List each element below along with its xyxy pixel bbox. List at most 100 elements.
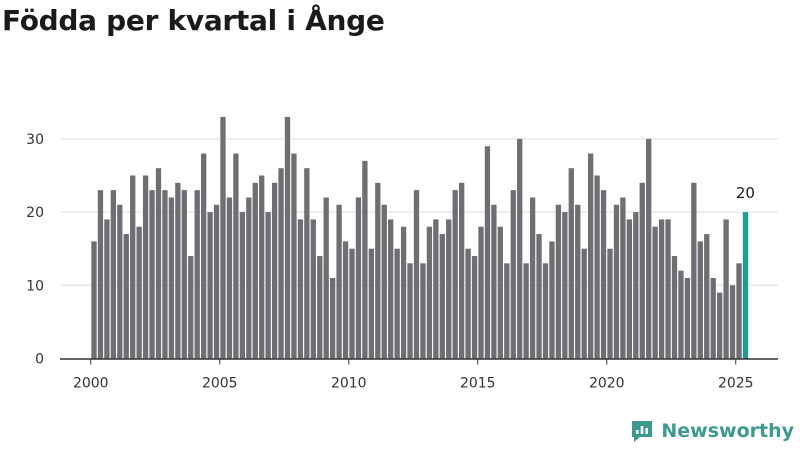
bar [433,219,439,359]
bar [246,197,252,359]
bar [220,116,226,359]
bar [239,212,245,359]
bar [729,285,736,359]
bar [323,197,329,359]
bar [375,182,381,359]
y-tick-label: 20 [26,205,44,221]
bar [491,204,497,359]
bar [575,204,581,359]
bar [291,153,297,359]
bar [407,263,413,359]
bar [271,182,278,359]
bar [188,256,194,359]
bar [478,226,484,359]
x-tick-label: 2025 [718,376,754,392]
bar [278,168,284,359]
brand-name: Newsworthy [661,420,794,442]
bar [594,175,600,359]
bar [426,226,433,359]
y-tick-label: 0 [35,352,44,368]
bar [342,241,349,359]
bar [155,168,162,359]
bar [297,219,304,359]
bar [381,204,387,359]
bar [549,241,555,359]
bar [181,190,187,359]
bar [723,219,729,359]
bar [446,219,452,359]
bar [97,190,104,359]
bar [633,212,639,359]
bar [717,292,723,359]
bar [233,153,239,359]
bar [310,219,316,359]
bar [265,212,271,359]
bar [388,219,394,359]
bar [136,226,142,359]
bar [213,204,220,359]
bar [117,204,123,359]
bar [523,263,529,359]
bar [349,248,355,359]
highlight-bar [742,212,749,359]
bar [362,160,368,359]
bar [162,190,168,359]
bar [149,190,155,359]
x-tick-label: 2015 [460,376,496,392]
bar [330,277,336,359]
bar [168,197,175,359]
bar [394,248,400,359]
bar [697,241,703,359]
highlight-value-label: 20 [736,184,755,202]
bar [497,226,503,359]
bar [91,241,97,359]
chart-title: Födda per kvartal i Ånge [2,4,385,37]
bar [465,248,471,359]
bar [678,270,684,359]
x-tick-label: 2020 [589,376,625,392]
bar [529,197,536,359]
bar [259,175,265,359]
bar [110,190,116,359]
bar [452,190,458,359]
x-tick-label: 2010 [331,376,367,392]
y-tick-label: 30 [26,132,44,148]
brand-logo: Newsworthy [629,418,794,444]
bar [568,168,574,359]
bar [517,138,523,359]
bar [588,153,594,359]
bar [142,175,149,359]
bar [336,204,342,359]
bar [736,263,742,359]
bar [510,190,516,359]
bar [620,197,626,359]
bar [175,182,181,359]
bar [368,248,374,359]
bar [652,226,658,359]
bar [194,190,200,359]
bar [626,219,632,359]
bar [704,234,710,359]
bar [413,190,420,359]
bar [400,226,407,359]
bar [471,256,478,359]
bar [684,277,691,359]
y-tick-label: 10 [26,278,44,294]
bar [536,234,542,359]
bar [317,256,323,359]
bar [130,175,136,359]
bar [104,219,110,359]
bar [710,277,716,359]
bar [226,197,233,359]
x-tick-label: 2005 [202,376,238,392]
bar [123,234,129,359]
bar [600,190,607,359]
bar [691,182,697,359]
bar [555,204,562,359]
bar [581,248,587,359]
bar [201,153,207,359]
bar [355,197,362,359]
bar [504,263,510,359]
bar [646,138,652,359]
